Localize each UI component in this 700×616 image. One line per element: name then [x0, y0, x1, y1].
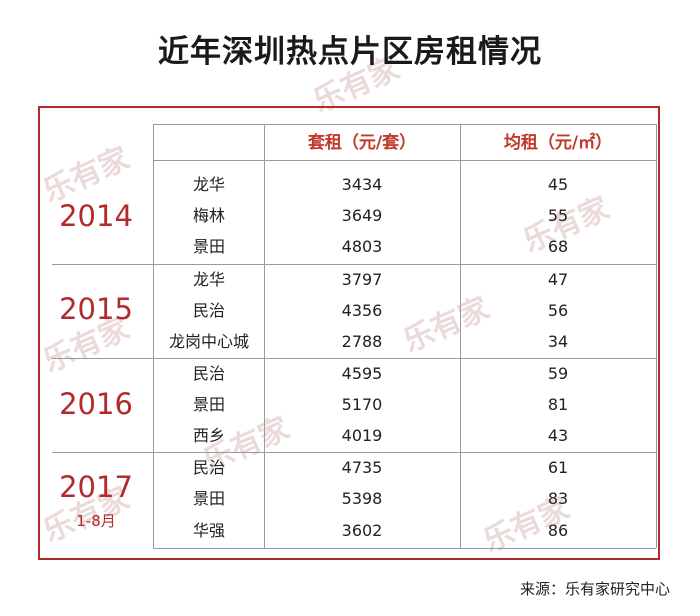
avg-cell: 55 — [547, 206, 569, 225]
rent-cell: 4356 — [341, 301, 383, 320]
avg-cell: 81 — [547, 395, 569, 414]
col-divider — [460, 124, 461, 548]
rent-cell: 3797 — [341, 270, 383, 289]
avg-cell: 86 — [547, 521, 569, 540]
year-label: 2015 — [59, 292, 133, 326]
page-title: 近年深圳热点片区房租情况 — [158, 34, 542, 70]
header-rent-per-unit: 套租（元/套） — [307, 133, 417, 153]
avg-cell: 59 — [547, 364, 569, 383]
rent-cell: 2788 — [341, 332, 383, 351]
group-divider — [52, 264, 656, 265]
source-note: 来源：乐有家研究中心 — [519, 580, 670, 598]
area-cell: 民治 — [192, 301, 225, 320]
group-divider — [52, 358, 656, 359]
col-divider — [153, 124, 154, 548]
area-cell: 景田 — [192, 395, 225, 414]
header-rent-per-sqm: 均租（元/㎡） — [503, 133, 613, 153]
area-cell: 民治 — [192, 458, 225, 477]
row-divider — [153, 548, 656, 549]
avg-cell: 83 — [547, 489, 569, 508]
area-cell: 景田 — [192, 489, 225, 508]
year-label: 2017 — [59, 470, 133, 504]
avg-cell: 61 — [547, 458, 569, 477]
rent-cell: 3602 — [341, 521, 383, 540]
rent-cell: 5170 — [341, 395, 383, 414]
area-cell: 龙华 — [192, 270, 225, 289]
col-divider — [656, 124, 657, 548]
rent-cell: 4803 — [341, 237, 383, 256]
table-frame — [38, 106, 660, 560]
area-cell: 龙华 — [192, 175, 225, 194]
avg-cell: 47 — [547, 270, 569, 289]
header-divider — [153, 160, 656, 161]
col-divider — [264, 124, 265, 548]
year-label: 2014 — [59, 199, 133, 233]
area-cell: 华强 — [192, 521, 225, 540]
avg-cell: 56 — [547, 301, 569, 320]
rent-cell: 3649 — [341, 206, 383, 225]
rent-cell: 4735 — [341, 458, 383, 477]
avg-cell: 34 — [547, 332, 569, 351]
avg-cell: 45 — [547, 175, 569, 194]
year-period: 1-8月 — [76, 512, 116, 530]
area-cell: 龙岗中心城 — [168, 332, 249, 351]
rent-cell: 5398 — [341, 489, 383, 508]
area-cell: 景田 — [192, 237, 225, 256]
rent-cell: 4595 — [341, 364, 383, 383]
avg-cell: 43 — [547, 426, 569, 445]
area-cell: 民治 — [192, 364, 225, 383]
year-label: 2016 — [59, 387, 133, 421]
rent-cell: 3434 — [341, 175, 383, 194]
area-cell: 梅林 — [192, 206, 225, 225]
area-cell: 西乡 — [192, 426, 225, 445]
row-divider — [153, 124, 656, 125]
rent-cell: 4019 — [341, 426, 383, 445]
group-divider — [52, 452, 656, 453]
avg-cell: 68 — [547, 237, 569, 256]
